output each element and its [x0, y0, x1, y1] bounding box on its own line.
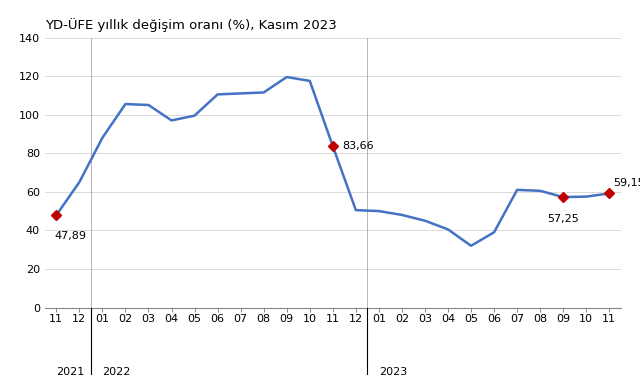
Text: YD-ÜFE yıllık değişim oranı (%), Kasım 2023: YD-ÜFE yıllık değişim oranı (%), Kasım 2…	[45, 18, 337, 32]
Text: 2023: 2023	[379, 367, 407, 375]
Text: 2022: 2022	[102, 367, 131, 375]
Text: 47,89: 47,89	[54, 231, 86, 241]
Text: 83,66: 83,66	[342, 141, 374, 151]
Text: 2021: 2021	[56, 367, 84, 375]
Text: 59,15: 59,15	[612, 178, 640, 188]
Text: 57,25: 57,25	[547, 214, 579, 225]
